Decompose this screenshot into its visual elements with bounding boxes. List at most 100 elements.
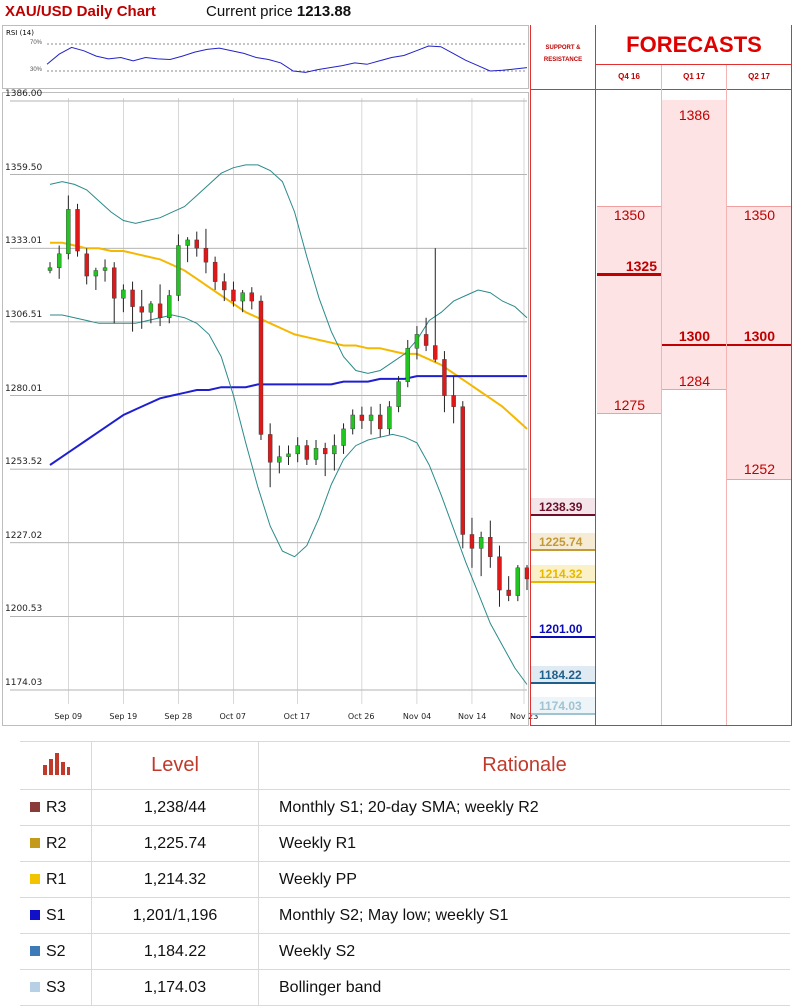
level-value: 1,184.22 xyxy=(91,933,259,970)
sr-level-3: 1201.00 xyxy=(531,620,595,638)
rsi-panel xyxy=(2,25,529,89)
level-value: 1,225.74 xyxy=(91,825,259,862)
candle-body xyxy=(75,209,80,252)
sr-header-divider xyxy=(530,89,596,90)
table-row: S3 1,174.03 Bollinger band xyxy=(20,969,790,1006)
level-name-cell: R3 xyxy=(20,789,92,826)
fc-sep-2 xyxy=(726,65,727,726)
level-name: S1 xyxy=(46,906,66,924)
candle-body xyxy=(451,395,456,407)
quarter-q2-17: Q2 17 xyxy=(748,72,770,81)
current-price: Current price 1213.88 xyxy=(206,3,351,20)
q4-16-high: 1350 xyxy=(613,207,645,223)
q1-17-range xyxy=(662,100,726,390)
rsi-label: RSI (14) xyxy=(6,29,34,37)
q1-17-mid: 1300 xyxy=(678,328,710,344)
q4-16-range xyxy=(597,206,661,414)
candle-body xyxy=(378,414,383,430)
y-tick-label: 1253.52 xyxy=(5,457,43,468)
candle-body xyxy=(240,292,245,302)
ma-line xyxy=(49,375,527,466)
candle-body xyxy=(203,248,209,263)
level-name-cell: S3 xyxy=(20,969,92,1006)
level-name-cell: R1 xyxy=(20,861,92,898)
level-value: 1,174.03 xyxy=(91,969,259,1006)
candle-body xyxy=(295,445,300,455)
candle-body xyxy=(258,300,264,435)
candle-body xyxy=(249,292,255,302)
sr-column xyxy=(530,25,596,726)
q1-17-low: 1284 xyxy=(678,373,710,389)
x-tick-label: Nov 04 xyxy=(402,712,432,721)
q2-17-mid-line xyxy=(727,344,791,346)
candle-body xyxy=(84,253,89,277)
candle-body xyxy=(102,267,108,271)
sr-level-0: 1238.39 xyxy=(531,498,595,516)
sr-level-1: 1225.74 xyxy=(531,533,595,551)
candle-body xyxy=(341,428,346,446)
candle-body xyxy=(47,267,53,271)
ma-line xyxy=(50,314,528,685)
level-color-swatch xyxy=(30,946,40,957)
candle-body xyxy=(277,456,282,463)
level-color-swatch xyxy=(30,838,40,849)
level-color-swatch xyxy=(30,874,40,885)
sr-level-4: 1184.22 xyxy=(531,666,595,684)
level-value: 1,201/1,196 xyxy=(91,897,259,934)
candle-body xyxy=(460,406,465,535)
level-name-cell: S1 xyxy=(20,897,92,934)
price-chart xyxy=(10,98,529,704)
candle-body xyxy=(185,239,190,246)
table-row: R2 1,225.74 Weekly R1 xyxy=(20,825,790,862)
col-rationale-header: Rationale xyxy=(258,741,790,790)
level-rationale: Monthly S1; 20-day SMA; weekly R2 xyxy=(258,789,790,826)
table-row: S2 1,184.22 Weekly S2 xyxy=(20,933,790,970)
level-rationale: Weekly S2 xyxy=(258,933,790,970)
candle-body xyxy=(304,445,310,460)
rsi-line xyxy=(46,45,528,73)
x-tick-label: Oct 07 xyxy=(219,712,247,721)
candle-body xyxy=(405,348,410,382)
fc-right-border xyxy=(791,25,792,726)
candle-body xyxy=(488,537,493,557)
y-tick-label: 1306.51 xyxy=(5,309,43,320)
level-color-swatch xyxy=(30,910,40,921)
quarter-q4-16: Q4 16 xyxy=(618,72,640,81)
candle-body xyxy=(56,253,62,268)
candle-body xyxy=(414,334,420,349)
level-name: R3 xyxy=(46,798,67,816)
ma-line xyxy=(50,241,528,430)
x-tick-label: Sep 19 xyxy=(109,712,138,721)
candle-body xyxy=(506,589,511,596)
fc-sep-1 xyxy=(661,65,662,726)
sr-level-2: 1214.32 xyxy=(531,565,595,583)
candle-body xyxy=(66,209,71,255)
bar-chart-icon xyxy=(42,752,70,775)
level-name: R2 xyxy=(46,834,67,852)
x-tick-label: Oct 26 xyxy=(347,712,375,721)
candle-body xyxy=(359,414,365,421)
candle-body xyxy=(93,270,99,277)
candle-body xyxy=(515,567,521,596)
level-rationale: Weekly R1 xyxy=(258,825,790,862)
col-level-header: Level xyxy=(91,741,259,790)
candle-body xyxy=(167,295,172,318)
q2-17-mid: 1300 xyxy=(743,328,775,344)
table-row: R3 1,238/44 Monthly S1; 20-day SMA; weekly… xyxy=(20,789,790,826)
x-tick-label: Sep 09 xyxy=(54,712,83,721)
forecasts-title: FORECASTS xyxy=(626,32,762,57)
x-tick-label: Nov 14 xyxy=(457,712,487,721)
candle-body xyxy=(423,334,429,346)
q1-17-high: 1386 xyxy=(678,107,710,123)
table-row: S1 1,201/1,196 Monthly S2; May low; weekly… xyxy=(20,897,790,934)
x-tick-label: Oct 17 xyxy=(283,712,311,721)
level-color-swatch xyxy=(30,982,40,993)
level-color-swatch xyxy=(30,802,40,813)
level-name: S3 xyxy=(46,978,66,996)
current-price-label: Current price xyxy=(206,3,293,20)
y-tick-label: 1227.02 xyxy=(5,530,43,541)
rsi-level-70: 70% xyxy=(30,40,43,46)
y-tick-label: 1386.00 xyxy=(5,89,43,99)
y-tick-label: 1333.01 xyxy=(5,236,43,247)
candle-body xyxy=(112,267,117,299)
